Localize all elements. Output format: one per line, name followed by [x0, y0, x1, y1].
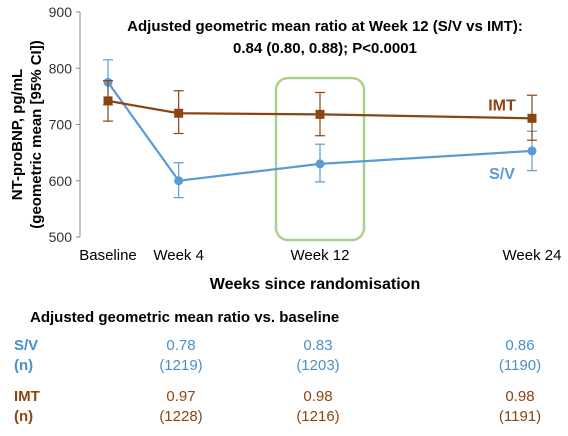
- highlight-box: [274, 76, 366, 242]
- x-tick-label: Week 4: [153, 247, 204, 264]
- table-cell: 0.78: [166, 337, 196, 354]
- x-tick-label: Week 24: [503, 247, 562, 264]
- imt-series-line: [107, 99, 533, 120]
- row-label-imt: IMT: [14, 388, 40, 405]
- s-v-point: [527, 146, 537, 156]
- row-label-sv: S/V: [14, 337, 39, 354]
- y-tick-label: 700: [49, 117, 73, 133]
- table-cell: 0.98: [505, 388, 535, 405]
- y-tick-label: 600: [49, 173, 73, 189]
- y-tick-label: 900: [49, 4, 73, 20]
- table-cell: (1203): [296, 357, 340, 374]
- table-title: Adjusted geometric mean ratio vs. baseli…: [30, 309, 340, 326]
- x-tick-label: Baseline: [79, 247, 137, 264]
- imt-point: [315, 109, 325, 119]
- row-label-imt-n: (n): [14, 408, 34, 425]
- line-chart: 500 600 700 800 900 Baseline Week 4 Week 12 Week…: [9, 4, 562, 293]
- row-label-sv-n: (n): [14, 357, 34, 374]
- table-cell: 0.98: [303, 388, 333, 405]
- y-tick-label: 500: [49, 229, 73, 245]
- table-cell: (1219): [159, 357, 203, 374]
- y-axis-label: NT-proBNP, pg/mL: [9, 69, 26, 200]
- imt-point: [103, 96, 113, 106]
- table-cell: 0.83: [303, 337, 333, 354]
- table-cell: (1228): [159, 408, 203, 425]
- chart-annotation-line2: 0.84 (0.80, 0.88); P<0.0001: [233, 40, 417, 57]
- s-v-point: [174, 176, 184, 186]
- x-axis-label: Weeks since randomisation: [210, 276, 420, 293]
- chart-annotation-line1: Adjusted geometric mean ratio at Week 12…: [127, 18, 523, 35]
- table-cell: 0.97: [166, 388, 196, 405]
- table-cell: 0.86: [505, 337, 535, 354]
- s-v-series-line: [107, 81, 533, 182]
- imt-point: [174, 108, 184, 118]
- y-axis-label: (geometric mean [95% CI]): [28, 40, 45, 228]
- y-tick-label: 800: [49, 60, 73, 76]
- table-cell: (1190): [498, 357, 542, 374]
- s-v-series-label: S/V: [489, 166, 515, 183]
- imt-series-label: IMT: [488, 97, 516, 114]
- table-cell: (1191): [498, 408, 542, 425]
- imt-point: [527, 113, 537, 123]
- s-v-point: [315, 159, 325, 169]
- table-cell: (1216): [296, 408, 340, 425]
- x-tick-label: Week 12: [291, 247, 350, 264]
